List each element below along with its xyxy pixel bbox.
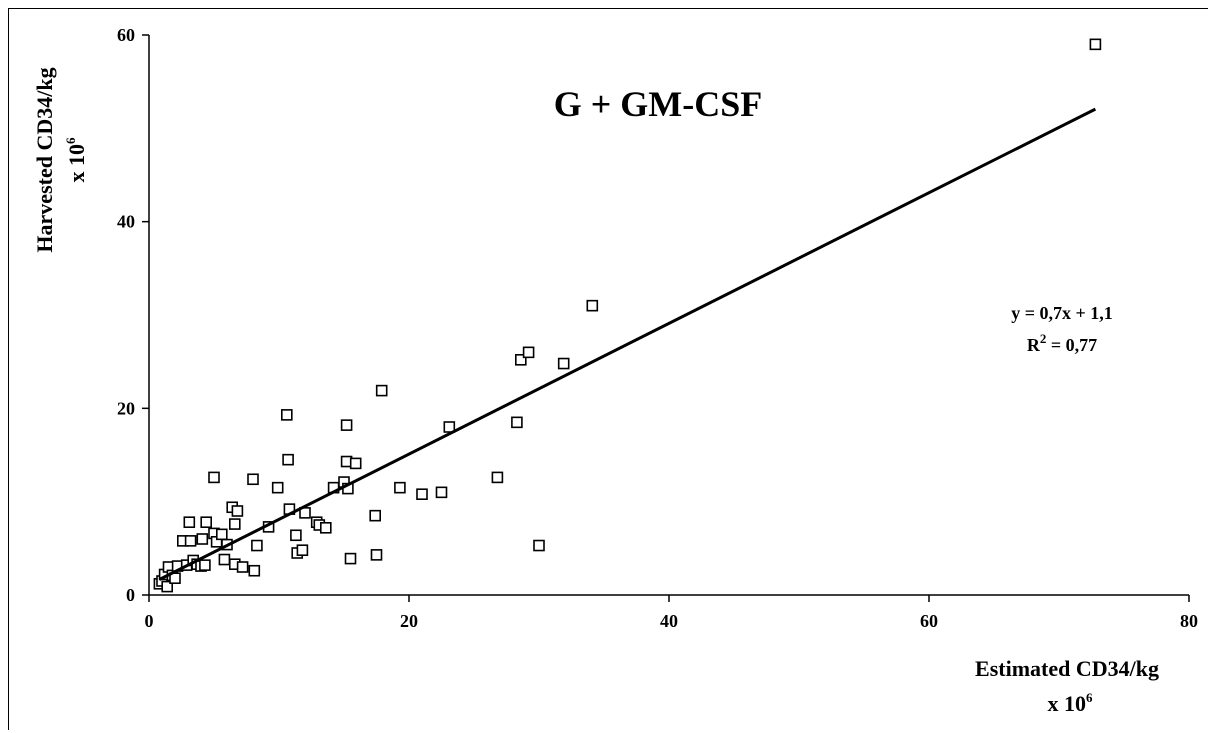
data-point-marker [296,544,309,557]
data-point-marker [514,353,527,366]
data-point-marker [375,384,388,397]
y-axis-unit: x 106 [63,137,89,183]
r-squared-value: = 0,77 [1046,335,1097,355]
y-axis-title-group: Harvested CD34/kg [32,67,57,252]
data-point-marker [370,549,383,561]
data-point-marker [522,346,535,359]
x-ticks: 0 20 40 60 80 [145,595,1198,631]
y-tick-label: 40 [117,212,135,232]
data-point-marker [344,552,357,565]
y-axis-unit-base: x 10 [64,144,89,183]
y-tick-label: 60 [117,25,135,45]
x-tick-label: 40 [660,611,678,631]
data-point-marker [208,471,220,484]
chart-title: G + GM-CSF [554,84,763,124]
data-point-marker [443,421,456,433]
data-point-marker [586,299,599,312]
data-point-marker [369,509,382,522]
data-point-marker [416,488,428,501]
data-point-marker [247,473,259,486]
data-point-marker [229,518,241,530]
data-point-marker [216,528,228,541]
data-point-marker [231,505,244,517]
data-point-marker [196,533,209,545]
data-point-marker [248,564,261,577]
data-point-marker [511,416,523,429]
data-point-marker [319,521,332,534]
data-point-marker [349,457,362,470]
x-axis-unit-base: x 10 [1048,691,1087,716]
data-point-marker [236,561,249,573]
y-ticks: 0 20 40 60 [117,25,149,605]
r-squared-r: R [1027,335,1041,355]
trendline-equation: y = 0,7x + 1,1 [1011,303,1113,323]
y-axis-unit-exponent: 6 [63,137,78,144]
x-axis-title: Estimated CD34/kg [975,656,1159,681]
x-tick-label: 60 [920,611,938,631]
x-axis-unit-exponent: 6 [1086,690,1093,705]
r-squared-label: R2 = 0,77 [1027,331,1097,355]
data-point-marker [491,471,504,484]
data-point-marker [533,539,545,552]
data-point-marker [435,486,448,499]
x-tick-label: 80 [1180,611,1198,631]
x-axis-unit: x 106 [1048,690,1094,716]
y-axis-unit-group: x 106 [63,137,89,183]
data-point-marker [184,535,197,547]
data-point-marker [557,357,570,370]
chart-frame [8,8,1208,730]
data-point-marker [282,453,294,466]
data-point-marker [183,516,196,529]
y-tick-label: 0 [126,585,135,605]
data-point-marker [251,539,263,552]
x-tick-label: 0 [145,611,154,631]
data-point-marker [290,529,302,542]
x-tick-label: 20 [400,611,418,631]
data-point-marker [199,559,211,571]
data-point-marker [394,481,406,494]
data-point-marker [218,553,231,566]
data-point-marker [271,481,284,494]
data-point-marker [1089,38,1102,51]
r-squared-exponent: 2 [1040,331,1047,346]
data-point-marker [161,580,173,593]
trend-line [158,107,1097,581]
data-point-marker [340,419,353,431]
y-tick-label: 20 [117,398,135,418]
y-axis-title: Harvested CD34/kg [32,67,57,252]
data-point-marker [280,409,293,421]
data-point-marker [200,516,212,529]
